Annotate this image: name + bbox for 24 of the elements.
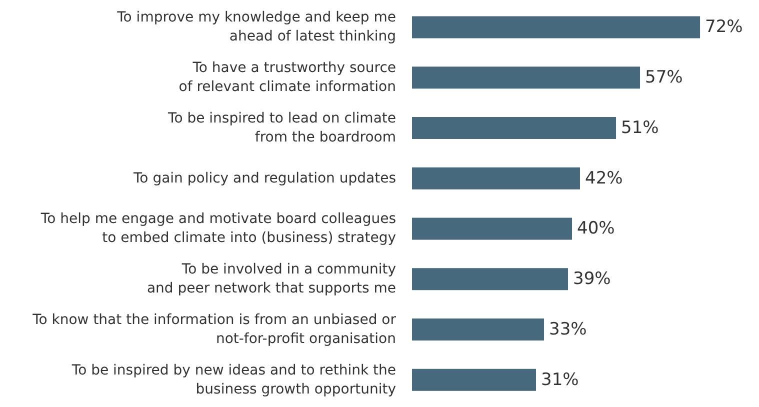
y-tick-label: To help me engage and motivate board colleagues to embed climate into (business) strategy	[40, 211, 396, 246]
y-tick-label: To improve my knowledge and keep me ahead of latest thinking	[116, 10, 396, 45]
data-label: 57%	[645, 68, 683, 88]
bar	[412, 368, 536, 391]
data-label: 42%	[585, 168, 623, 188]
data-label: 31%	[541, 370, 579, 390]
bar	[412, 218, 572, 240]
y-tick-label: To gain policy and regulation updates	[132, 170, 396, 186]
bar	[412, 167, 580, 190]
data-label: 51%	[621, 118, 659, 138]
data-label: 33%	[549, 319, 587, 340]
y-tick-label: To have a trustworthy source of relevant climate information	[178, 60, 396, 96]
data-label: 40%	[577, 218, 615, 239]
y-tick-label: To be inspired to lead on climate from the boardroom	[167, 110, 396, 146]
bar	[412, 16, 700, 38]
bar	[412, 66, 640, 89]
bar	[412, 318, 544, 340]
y-tick-label: To be involved in a community and peer network that supports me	[146, 262, 396, 297]
data-label: 39%	[573, 269, 611, 290]
bar	[412, 116, 616, 139]
data-label: 72%	[705, 17, 743, 38]
y-tick-label: To know that the information is from an unbiased or not-for-profit organisation	[32, 312, 396, 347]
y-tick-label: To be inspired by new ideas and to rethink the business growth opportunity	[70, 362, 396, 398]
bar	[412, 268, 568, 290]
